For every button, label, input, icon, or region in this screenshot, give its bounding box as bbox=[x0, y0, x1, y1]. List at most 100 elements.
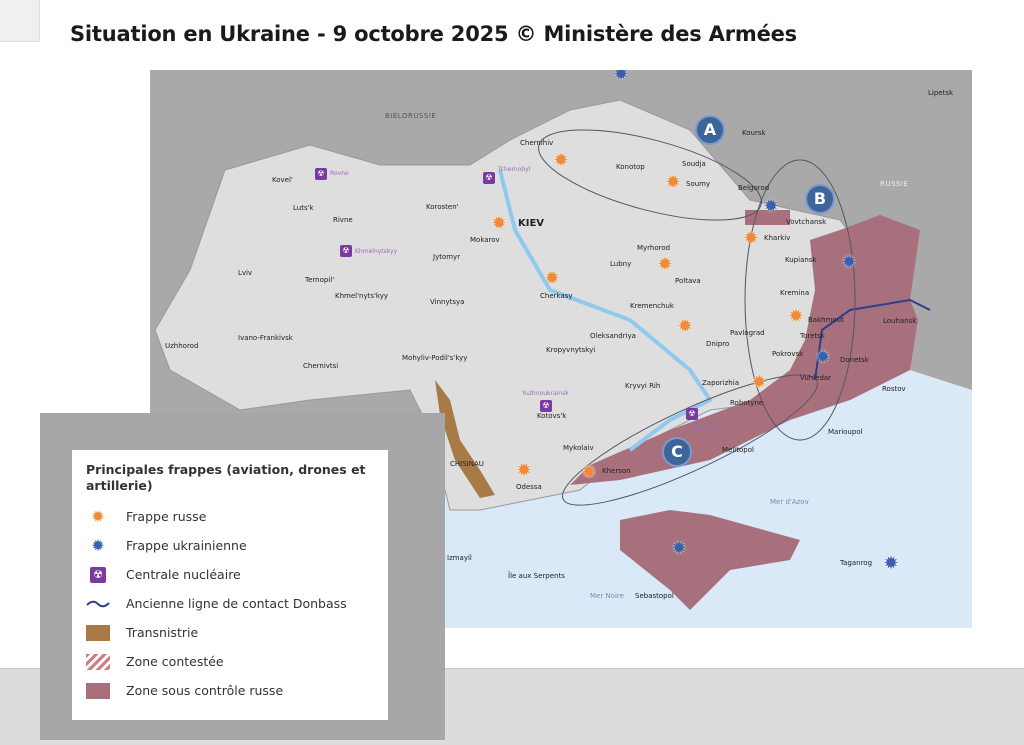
city-label: Kryvyi Rih bbox=[625, 382, 661, 390]
russian-strike-icon: ✹ bbox=[677, 316, 693, 337]
russian-controlled-zone bbox=[570, 215, 920, 485]
zone-c-ellipse bbox=[561, 374, 819, 506]
legend-label: Centrale nucléaire bbox=[126, 567, 241, 582]
city-label: Mokarov bbox=[470, 236, 500, 244]
legend-label: Ancienne ligne de contact Donbass bbox=[126, 596, 347, 611]
city-label: Kremenchuk bbox=[630, 302, 674, 310]
city-label: Vuhledar bbox=[800, 374, 832, 382]
nuclear-plant-label: Yuzhnoukrainsk bbox=[522, 390, 569, 397]
legend-panel: Principales frappes (aviation, drones et… bbox=[72, 450, 388, 720]
ukrainian-strike-icon: ✹ bbox=[613, 70, 629, 85]
city-label: Kovel' bbox=[272, 176, 293, 184]
city-label: Marioupol bbox=[828, 428, 863, 436]
city-label: Izmayil bbox=[447, 554, 472, 562]
city-label: Sebastopol bbox=[635, 592, 674, 600]
city-label: Rostov bbox=[882, 385, 906, 393]
russian-strike-icon: ✹ bbox=[553, 150, 569, 171]
city-label: Vinnytsya bbox=[430, 298, 465, 306]
city-label: Lubny bbox=[610, 260, 632, 268]
dnipro-river bbox=[498, 169, 713, 452]
city-label: Mykolaiv bbox=[563, 444, 594, 452]
ukrainian-strike-icon: ✹ bbox=[841, 252, 857, 273]
city-label: Uzhhorod bbox=[165, 342, 199, 350]
city-label: Chernivtsi bbox=[303, 362, 339, 370]
nuclear-plant-icon: ☢ bbox=[686, 408, 698, 420]
russian-strike-icon: ✹ bbox=[581, 462, 597, 483]
city-label: Soudja bbox=[682, 160, 706, 168]
legend-item: ✹ Frappe ukrainienne bbox=[86, 531, 374, 560]
ukrainian-strike-icon: ✹ bbox=[763, 196, 779, 217]
city-label: Lviv bbox=[238, 269, 253, 277]
city-label: Odessa bbox=[516, 483, 542, 491]
browser-tab-corner bbox=[0, 0, 40, 42]
russian-strike-icon: ✹ bbox=[751, 372, 767, 393]
ukrainian-strike-icon: ✹ bbox=[671, 538, 687, 559]
city-label: Pokrovsk bbox=[772, 350, 804, 358]
city-label: Poltava bbox=[675, 277, 701, 285]
city-label: Oleksandriya bbox=[590, 332, 636, 340]
russian-strike-icon: ✹ bbox=[544, 268, 560, 289]
city-label: Melitopol bbox=[722, 446, 754, 454]
sea-label-black-sea: Mer Noire bbox=[590, 592, 624, 600]
nuclear-plant-label: Zaporizhia bbox=[692, 425, 724, 432]
nuclear-plant-icon: ☢ bbox=[483, 172, 495, 184]
zone-marker-a: A bbox=[695, 115, 725, 145]
zone-b-ellipse bbox=[744, 159, 856, 441]
capital-label: KIEV bbox=[518, 218, 545, 229]
ukrainian-strike-icon: ✹ bbox=[883, 553, 899, 574]
city-label: Koursk bbox=[742, 129, 766, 137]
city-label: Zaporizhia bbox=[702, 379, 739, 387]
city-label: Pavlograd bbox=[730, 329, 765, 337]
russian-strike-icon: ✹ bbox=[491, 213, 507, 234]
city-label: Chernihiv bbox=[520, 139, 554, 147]
legend-label: Frappe russe bbox=[126, 509, 207, 524]
city-label: Belgorod bbox=[738, 184, 770, 192]
city-label: Kherson bbox=[602, 467, 631, 475]
nuclear-plant-icon: ☢ bbox=[540, 400, 552, 412]
city-label: Taganrog bbox=[840, 559, 873, 567]
city-label: Robotyne bbox=[730, 399, 764, 407]
city-label: Louhansk bbox=[883, 317, 917, 325]
legend-item: Zone contestée bbox=[86, 647, 374, 676]
legend-label: Transnistrie bbox=[126, 625, 199, 640]
city-label: Bakhmout bbox=[808, 316, 844, 324]
russian-strike-icon: ✹ bbox=[788, 306, 804, 327]
city-label: Ivano-Frankivsk bbox=[238, 334, 293, 342]
crimea bbox=[620, 510, 800, 610]
russian-strike-icon: ✹ bbox=[665, 172, 681, 193]
legend-item: ☢ Centrale nucléaire bbox=[86, 560, 374, 589]
zone-a-ellipse bbox=[538, 129, 762, 221]
legend-title: Principales frappes (aviation, drones et… bbox=[86, 462, 366, 493]
russian-strike-icon: ✹ bbox=[657, 254, 673, 275]
city-label: Korosten' bbox=[426, 203, 459, 211]
page-title: Situation en Ukraine - 9 octobre 2025 © … bbox=[70, 22, 797, 46]
city-label: Kupiansk bbox=[785, 256, 817, 264]
city-label: Ternopil' bbox=[305, 276, 335, 284]
zone-marker-b: B bbox=[805, 184, 835, 214]
sea bbox=[400, 370, 972, 628]
zone-marker-c: C bbox=[662, 437, 692, 467]
ukrainian-strike-icon: ✹ bbox=[91, 536, 105, 555]
nuclear-plant-label: Khmelnytskyy bbox=[355, 248, 398, 255]
city-label: Donetsk bbox=[840, 356, 869, 364]
legend-item: ✹ Frappe russe bbox=[86, 502, 374, 531]
city-label: Luts'k bbox=[293, 204, 314, 212]
russian-strike-icon: ✹ bbox=[516, 460, 532, 481]
nuclear-plant-icon: ☢ bbox=[315, 168, 327, 180]
city-label: Kropyvnytskyi bbox=[546, 346, 596, 354]
city-label: Île aux Serpents bbox=[508, 572, 565, 580]
legend-item: Transnistrie bbox=[86, 618, 374, 647]
city-label: Khmel'nyts'kyy bbox=[335, 292, 389, 300]
legend-label: Zone contestée bbox=[126, 654, 224, 669]
contested-zone-swatch bbox=[86, 653, 110, 670]
ukrainian-strike-icon: ✹ bbox=[815, 347, 831, 368]
city-label: Kharkiv bbox=[764, 234, 791, 242]
country-label-russia: RUSSIE bbox=[880, 180, 909, 188]
russian-strike-icon: ✹ bbox=[743, 228, 759, 249]
russian-strike-icon: ✹ bbox=[91, 507, 105, 526]
city-label: CHISINAU bbox=[450, 460, 484, 468]
legend-label: Zone sous contrôle russe bbox=[126, 683, 284, 698]
transnistria-swatch bbox=[86, 624, 110, 641]
map-shapes bbox=[154, 99, 972, 628]
transnistria bbox=[435, 380, 495, 498]
